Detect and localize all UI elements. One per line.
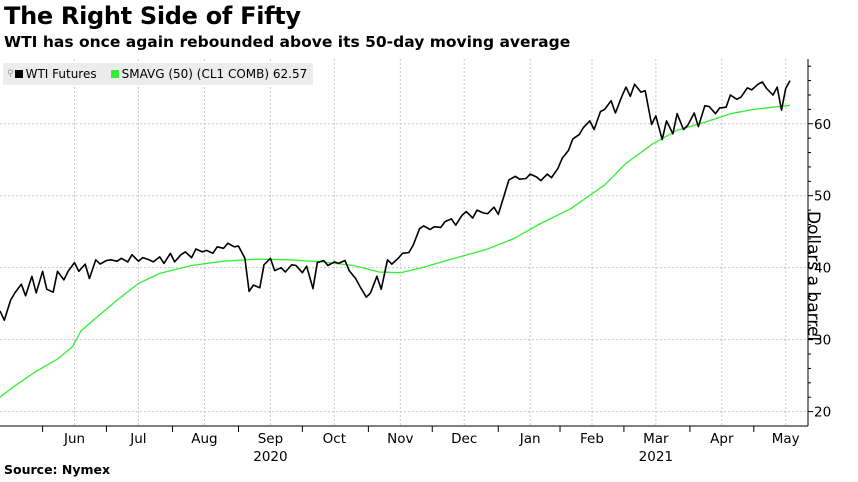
- pin-icon: ⚲: [7, 69, 14, 79]
- legend-item-smavg: SMAVG (50) (CL1 COMB) 62.57: [110, 67, 308, 81]
- chart-title: The Right Side of Fifty: [4, 2, 301, 30]
- legend-swatch-wti: [14, 70, 23, 78]
- x-tick-label: Jun: [63, 431, 85, 447]
- x-tick-label: Feb: [580, 431, 604, 447]
- x-tick-label: Nov: [387, 431, 413, 447]
- x-ticks: Jun Jul Aug Sep Oct Nov Dec Jan Feb Mar Apr May 2020…: [42, 426, 800, 465]
- chart-subtitle: WTI has once again rebounded above its 5…: [4, 33, 571, 51]
- series-line-wti: [0, 80, 791, 321]
- y-ticks: 20 30 40 50 60: [808, 65, 831, 421]
- gridlines: [0, 59, 808, 426]
- y-axis-label: Dollars a barrel: [803, 211, 823, 342]
- x-tick-label: Mar: [643, 431, 669, 447]
- series-lines: [0, 80, 791, 398]
- source-note: Source: Nymex: [4, 462, 111, 477]
- x-tick-label: Jan: [519, 431, 541, 447]
- x-year-label: 2021: [639, 449, 673, 465]
- x-tick-label: Oct: [323, 431, 346, 447]
- legend-label-smavg: SMAVG (50) (CL1 COMB) 62.57: [121, 67, 308, 81]
- y-tick-label: 60: [814, 117, 831, 133]
- series-line-smavg: [0, 104, 791, 398]
- y-tick-label: 50: [814, 189, 831, 205]
- x-tick-label: Dec: [451, 431, 477, 447]
- y-tick-label: 20: [814, 405, 831, 421]
- x-tick-label: Aug: [191, 431, 217, 447]
- legend-swatch-smavg: [110, 70, 119, 78]
- x-tick-label: May: [772, 431, 800, 447]
- x-tick-label: Apr: [710, 431, 734, 447]
- legend-item-wti: WTI Futures: [14, 67, 97, 81]
- x-tick-label: Jul: [129, 431, 146, 447]
- x-tick-label: Sep: [258, 431, 283, 447]
- legend-label-wti: WTI Futures: [25, 67, 97, 81]
- y-tick-label: 40: [814, 261, 831, 277]
- x-year-label: 2020: [253, 449, 287, 465]
- legend: ⚲ WTI Futures SMAVG (50) (CL1 COMB) 62.5…: [3, 63, 314, 85]
- y-tick-label: 30: [814, 333, 831, 349]
